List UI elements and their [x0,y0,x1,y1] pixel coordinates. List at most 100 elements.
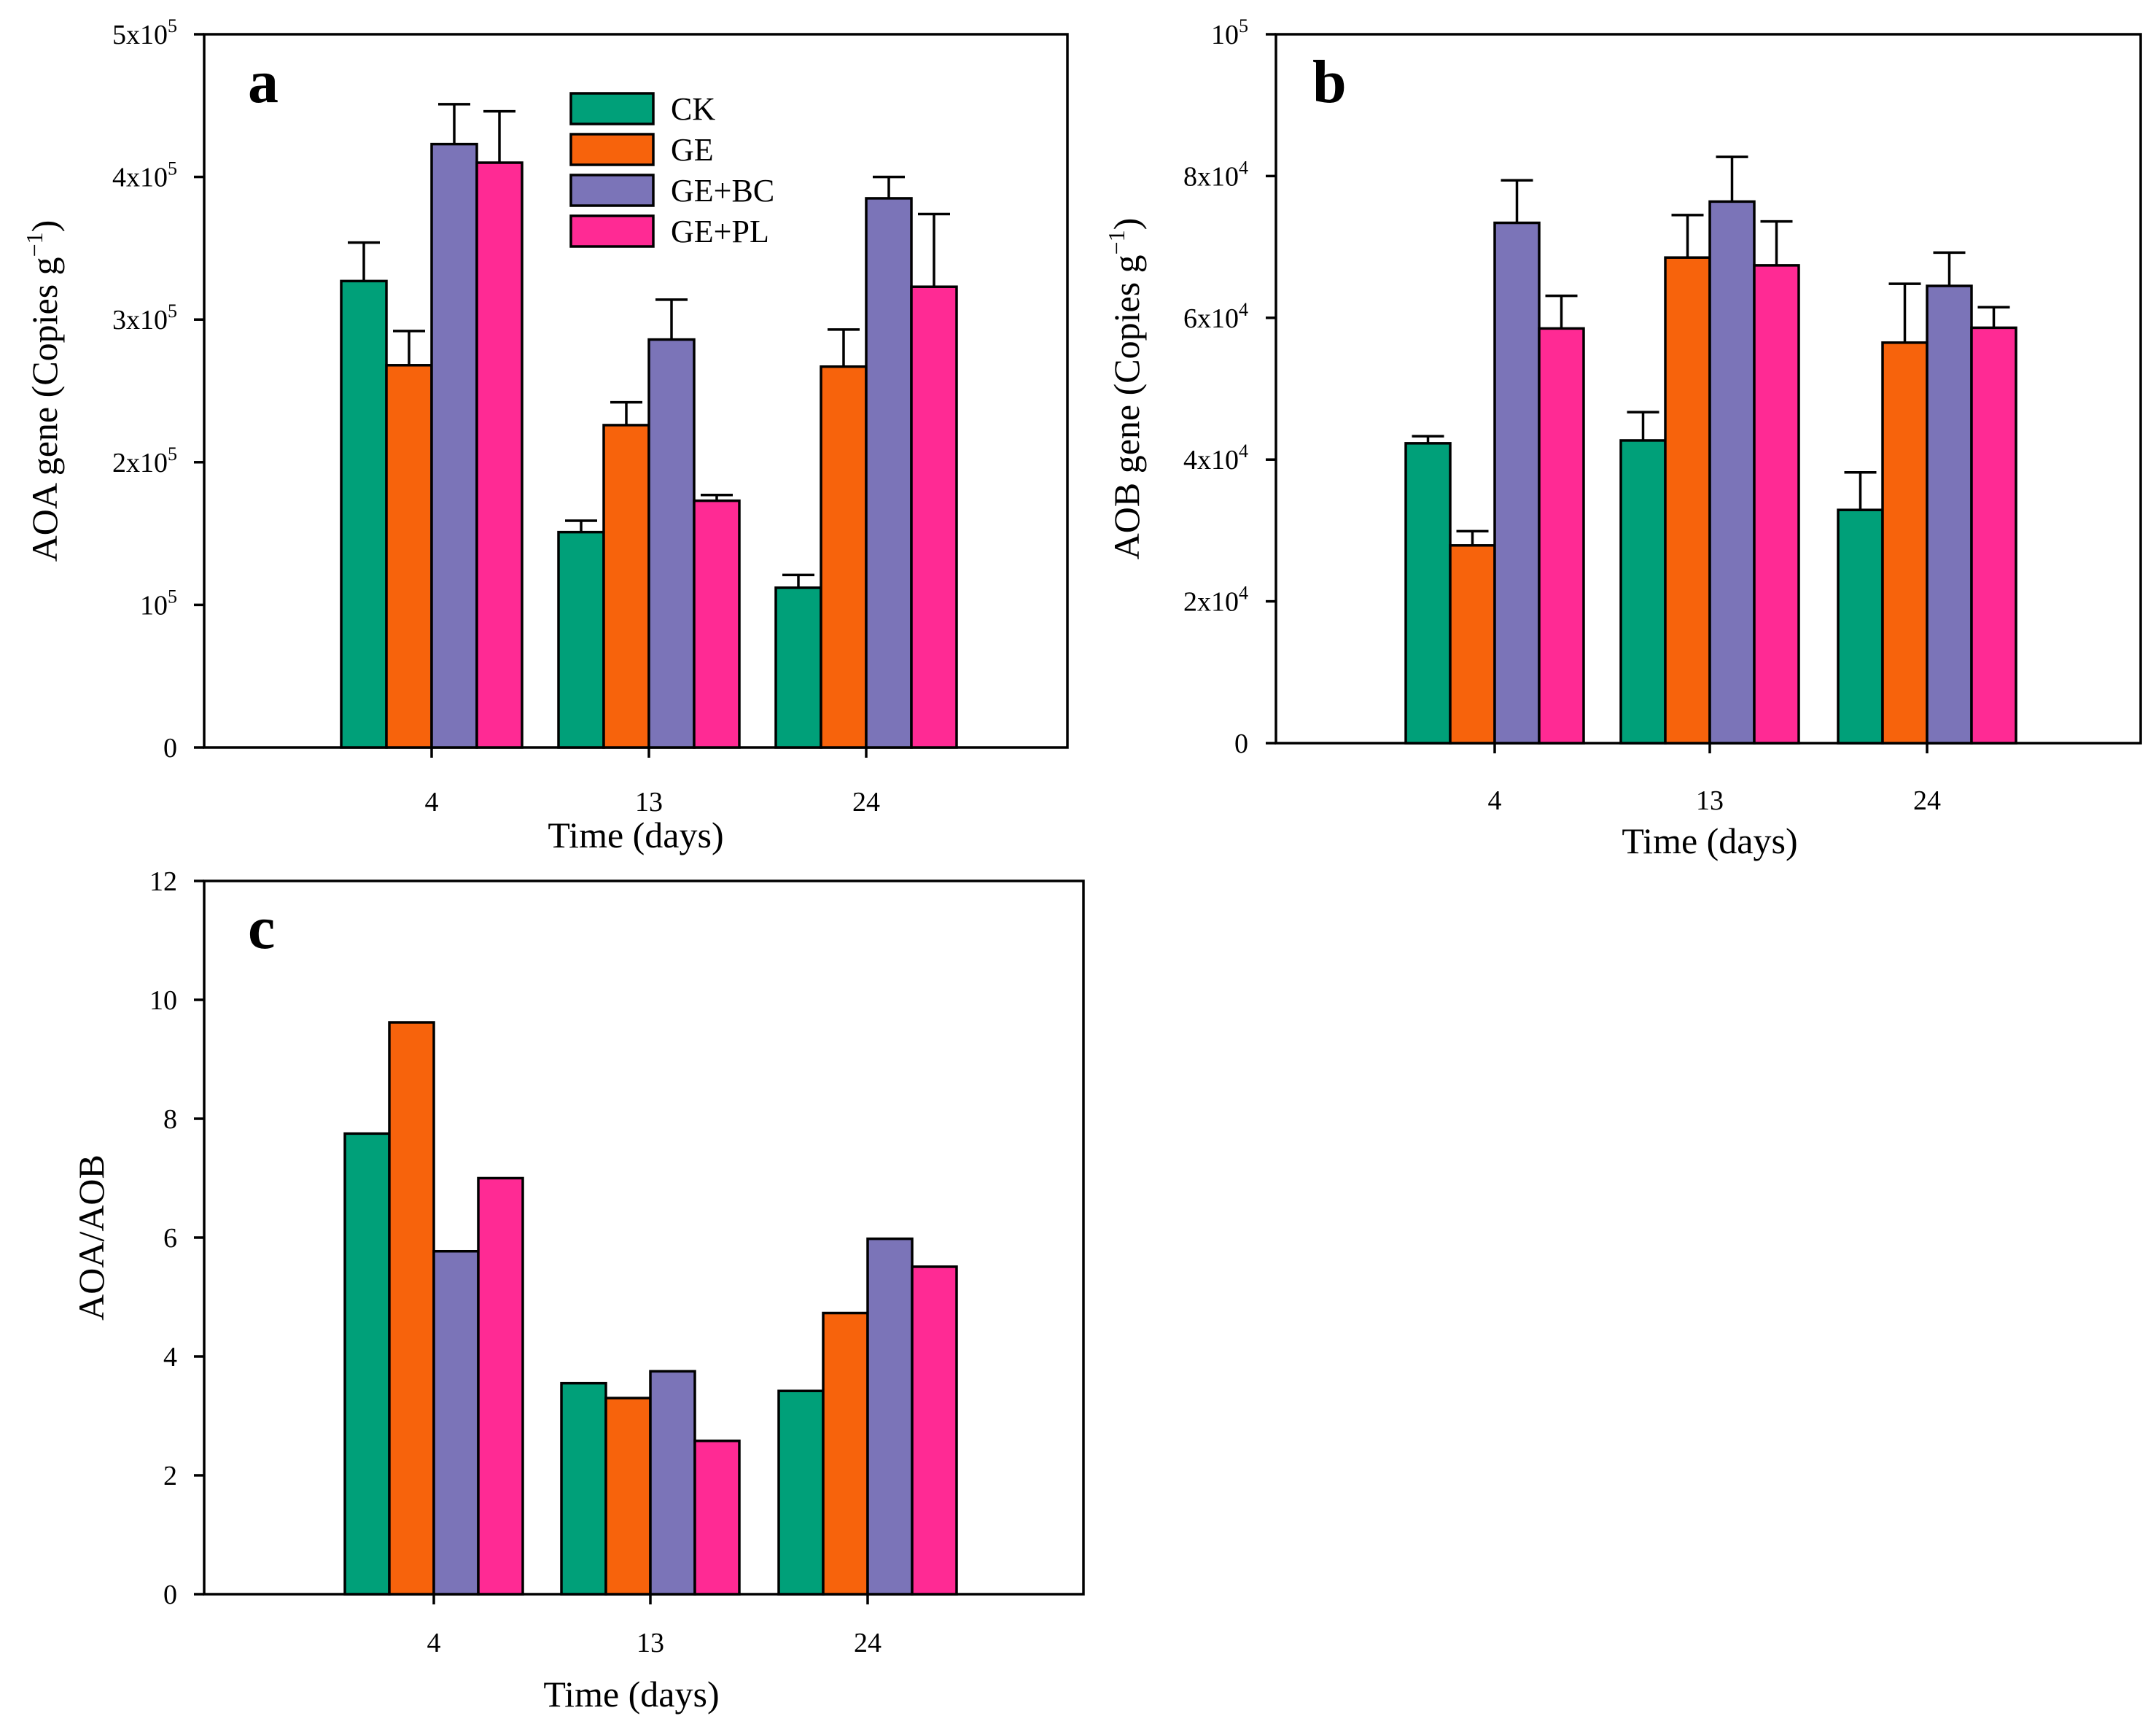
y-tick-label-base-a: 3x10 [112,305,168,335]
y-tick-label-base-c: 10 [149,985,177,1016]
bar-a-ck-day24 [774,586,822,749]
bar-b-ge-bc-day13 [1708,200,1756,745]
bar-b-ge-bc-day4 [1493,221,1541,745]
bar-a-ge-pl-day24 [910,285,958,749]
y-tick-label-a: 2x105 [112,443,177,478]
legend-swatch-ge-pl [569,214,655,248]
y-ticks-c: 0 2 4 6 8 10 12 [149,866,204,1610]
legend-label-ge-bc: GE+BC [671,173,774,209]
x-tick-label-b: 13 [1696,785,1724,816]
y-tick-label-base-c: 2 [163,1461,177,1491]
y-tick-label-exp-a: 5 [168,15,177,36]
bar-b-ge-pl-day4 [1538,327,1585,745]
x-tick-label-c: 24 [854,1628,882,1658]
y-axis-label-c: AOA/AOB [71,1154,112,1321]
bar-c-ck-day24 [777,1389,825,1596]
bar-b-ge-day24 [1881,341,1929,745]
y-tick-label-base-c: 4 [163,1342,177,1372]
bar-c-ge-bc-day13 [649,1370,696,1596]
y-tick-label-c: 12 [149,866,177,897]
bar-c-ge-bc-day24 [866,1237,914,1596]
x-ticks-c: 4 13 24 [427,1594,882,1658]
bar-b-ck-day13 [1619,439,1667,745]
bar-b-ge-pl-day24 [1970,326,2017,745]
y-tick-label-base-c: 8 [163,1104,177,1135]
panel-label-a: a [248,48,279,116]
y-tick-label-base-a: 5x10 [112,20,168,50]
bar-b-ck-day4 [1404,442,1452,745]
bar-c-ge-pl-day24 [911,1265,958,1596]
y-tick-label-b: 8x104 [1183,157,1248,192]
x-tick-label-a: 13 [635,787,663,818]
y-tick-label-exp-a: 5 [168,158,177,179]
bar-c-ge-pl-day4 [477,1176,524,1596]
y-tick-label-exp-b: 4 [1239,157,1248,178]
x-ticks-b: 4 13 24 [1488,743,1941,816]
y-tick-label-base-b: 6x10 [1183,303,1239,334]
x-tick-label-b: 24 [1913,785,1941,816]
panel-label-b: b [1312,48,1347,116]
bar-a-ge-pl-day13 [693,499,741,749]
y-tick-label-b: 2x104 [1183,583,1248,618]
y-tick-label-base-c: 12 [149,866,177,897]
bar-c-ck-day4 [343,1132,391,1596]
y-tick-label-c: 10 [149,985,177,1016]
x-axis-label-c: Time (days) [543,1674,719,1715]
x-axis-label-a: Time (days) [548,815,723,855]
bar-c-ge-pl-day13 [693,1439,741,1596]
y-tick-label-base-a: 4x10 [112,163,168,193]
bar-b-ge-day13 [1664,256,1711,745]
bar-a-ge-pl-day4 [475,161,524,749]
bars-c [343,1021,958,1596]
y-tick-label-exp-b: 4 [1239,440,1248,462]
bar-b-ge-bc-day24 [1926,284,1973,745]
y-axis-label-b-sup: −1 [1103,230,1129,255]
y-tick-label-c: 2 [163,1461,177,1491]
y-tick-label-base-b: 10 [1211,20,1239,50]
legend-label-ge: GE [671,132,714,168]
y-tick-label-exp-a: 5 [168,300,177,322]
bar-a-ge-day13 [602,424,650,749]
bars-b [1404,155,2017,745]
y-tick-label-b: 6x104 [1183,299,1248,334]
y-tick-label-base-b: 8x10 [1183,161,1239,192]
y-tick-label-base-b: 0 [1234,729,1248,759]
y-axis-label-a: AOA gene (Copies g−1) [21,220,65,562]
legend-label-ge-pl: GE+PL [671,214,769,249]
y-tick-label-a: 5x105 [112,15,177,50]
y-axis-label-a-sup: −1 [21,232,47,257]
y-tick-label-base-a: 10 [140,590,168,621]
bar-b-ck-day24 [1837,508,1884,745]
bar-a-ge-bc-day4 [430,142,478,749]
y-tick-label-exp-a: 5 [168,443,177,465]
bar-c-ge-bc-day4 [432,1249,480,1596]
y-tick-label-a: 0 [163,733,177,764]
y-tick-label-c: 6 [163,1223,177,1254]
y-tick-label-base-c: 0 [163,1580,177,1610]
legend-label-ck: CK [671,91,715,127]
legend-swatch-ck [569,92,655,125]
y-tick-label-exp-b: 4 [1239,583,1248,604]
y-tick-label-base-c: 6 [163,1223,177,1254]
x-ticks-a: 4 13 24 [425,748,880,818]
y-tick-label-base-a: 2x10 [112,448,168,478]
y-tick-label-c: 4 [163,1342,177,1372]
y-tick-label-a: 4x105 [112,158,177,193]
y-axis-label-b-close: ) [1106,218,1147,230]
panel-label-c: c [248,894,275,962]
y-tick-label-b: 105 [1211,15,1248,50]
y-axis-label-a-base: AOA gene (Copies g [24,257,65,562]
bar-a-ge-bc-day13 [647,338,696,749]
y-tick-label-base-a: 0 [163,733,177,764]
y-tick-label-a: 105 [140,586,177,621]
y-axis-label-b-base: AOB gene (Copies g [1106,255,1147,559]
legend-swatch-ge-bc [569,174,655,207]
bar-b-ge-day4 [1449,544,1496,745]
bar-c-ge-day4 [388,1021,435,1596]
bar-c-ge-day24 [822,1311,869,1596]
